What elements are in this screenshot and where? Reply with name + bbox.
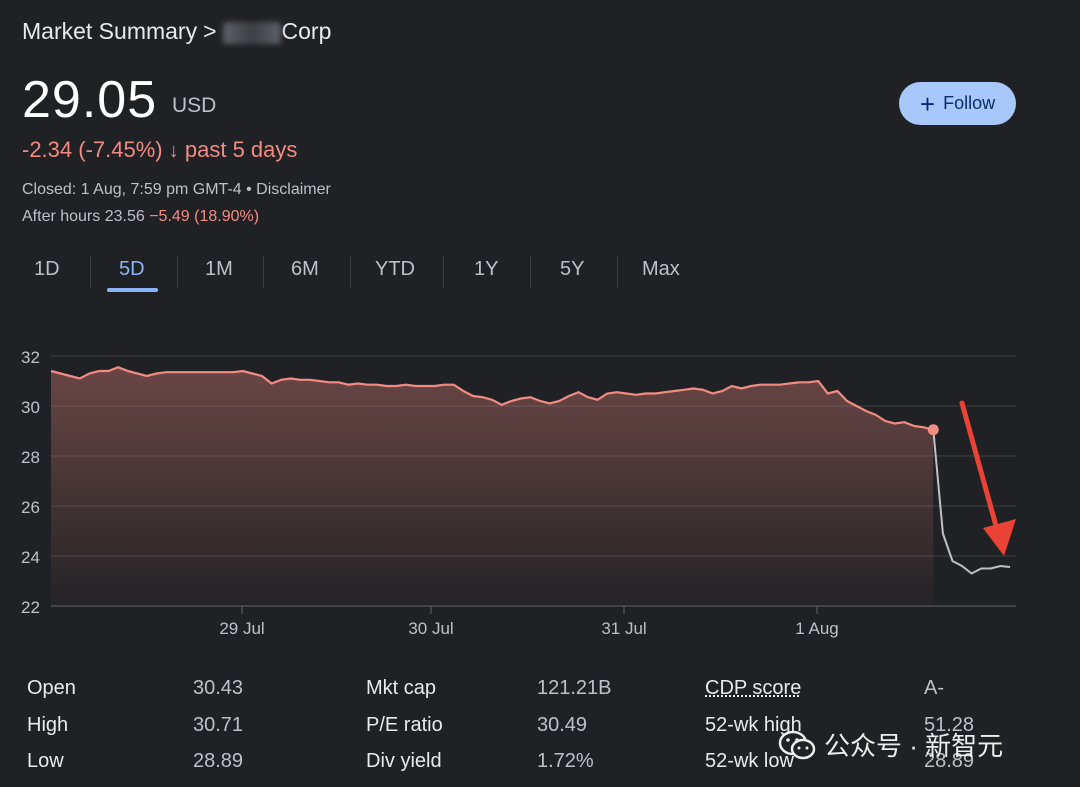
x-tick-label: 29 Jul — [219, 619, 264, 638]
follow-label: Follow — [943, 93, 996, 113]
y-tick-label: 26 — [21, 498, 40, 517]
tab-divider — [350, 256, 351, 288]
y-axis-labels: 32 30 28 26 24 22 — [21, 348, 40, 617]
tab-1d[interactable]: 1D — [34, 258, 60, 280]
follow-button[interactable]: + Follow — [899, 82, 1016, 125]
x-tick-label: 1 Aug — [795, 619, 839, 638]
tab-ytd[interactable]: YTD — [375, 258, 415, 280]
watermark-text: 公众号 · 新智元 — [824, 731, 1004, 761]
breadcrumb: Market Summary > Corp — [22, 18, 331, 45]
stat-value-div-yield: 1.72% — [537, 750, 594, 772]
stat-value-high: 30.71 — [193, 714, 244, 736]
tab-1y[interactable]: 1Y — [474, 258, 499, 280]
tab-5y[interactable]: 5Y — [560, 258, 585, 280]
tab-divider — [177, 256, 178, 288]
stat-label-mkt-cap: Mkt cap — [366, 677, 437, 699]
stat-label-open: Open — [27, 677, 76, 699]
breadcrumb-separator: > — [203, 18, 217, 44]
range-tabs: 1D 5D 1M 6M YTD 1Y 5Y Max — [0, 250, 1080, 295]
tab-divider — [443, 256, 444, 288]
redacted-company-name — [222, 21, 281, 44]
plus-icon: + — [919, 88, 936, 119]
stat-label-cdp-score[interactable]: CDP score — [705, 677, 802, 699]
y-tick-label: 32 — [21, 348, 40, 367]
stat-label-52wk-high: 52-wk high — [705, 714, 802, 736]
currency-label: USD — [172, 94, 217, 117]
stat-label-low: Low — [27, 750, 64, 772]
breadcrumb-root[interactable]: Market Summary — [22, 18, 198, 44]
tab-5d[interactable]: 5D — [119, 258, 145, 280]
y-tick-label: 24 — [21, 548, 40, 567]
y-tick-label: 22 — [21, 598, 40, 617]
tab-divider — [530, 256, 531, 288]
price-change-value: -2.34 (-7.45%) — [22, 137, 163, 162]
stat-value-52wk-high: 51.28 — [924, 714, 975, 736]
active-tab-indicator — [107, 288, 158, 292]
stat-label-52wk-low: 52-wk low — [705, 750, 794, 772]
x-axis: 29 Jul 30 Jul 31 Jul 1 Aug — [51, 605, 1016, 638]
tab-1m[interactable]: 1M — [205, 258, 233, 280]
tab-divider — [617, 256, 618, 288]
stock-price: 29.05 — [22, 71, 158, 129]
x-tick-label: 30 Jul — [408, 619, 453, 638]
stat-value-low: 28.89 — [193, 750, 244, 772]
after-hours-info: After hours 23.56 −5.49 (18.90%) — [22, 208, 259, 226]
annotation-arrow-shaft — [959, 400, 1001, 536]
breadcrumb-company: Corp — [281, 18, 332, 44]
after-hours-line — [932, 429, 1011, 575]
market-closed-info: Closed: 1 Aug, 7:59 pm GMT-4 • Disclaime… — [22, 181, 331, 198]
y-tick-label: 28 — [21, 448, 40, 467]
tab-max[interactable]: Max — [642, 258, 680, 280]
wechat-icon — [778, 730, 816, 759]
after-hours-change: −5.49 (18.90%) — [149, 208, 260, 225]
stat-value-52wk-low: 28.89 — [924, 750, 975, 772]
stat-label-high: High — [27, 714, 69, 736]
stat-value-pe-ratio: 30.49 — [537, 714, 588, 736]
price-area-fill — [51, 367, 934, 606]
stat-label-pe-ratio: P/E ratio — [366, 714, 443, 736]
tab-divider — [263, 256, 264, 288]
annotation-arrow-head — [983, 519, 1016, 556]
tab-divider — [90, 256, 91, 288]
y-tick-label: 30 — [21, 398, 40, 417]
price-line — [50, 366, 934, 431]
watermark: 公众号 · 新智元 — [778, 726, 1003, 763]
stat-value-cdp-score: A- — [924, 677, 944, 699]
price-change: -2.34 (-7.45%) ↓ past 5 days — [22, 137, 297, 163]
tab-6m[interactable]: 6M — [291, 258, 319, 280]
after-hours-price: After hours 23.56 — [22, 208, 145, 225]
price-chart[interactable]: 32 30 28 26 24 22 29 Jul 30 Jul 31 Jul 1 Aug — [0, 330, 1080, 655]
market-close-point[interactable] — [927, 424, 939, 436]
stat-label-div-yield: Div yield — [366, 750, 442, 772]
stat-value-open: 30.43 — [193, 677, 244, 699]
x-tick-label: 31 Jul — [601, 619, 646, 638]
arrow-down-icon: ↓ — [168, 140, 179, 162]
price-change-period: past 5 days — [184, 137, 298, 162]
stat-value-mkt-cap: 121.21B — [537, 677, 612, 699]
red-arrow-annotation — [959, 400, 1016, 556]
